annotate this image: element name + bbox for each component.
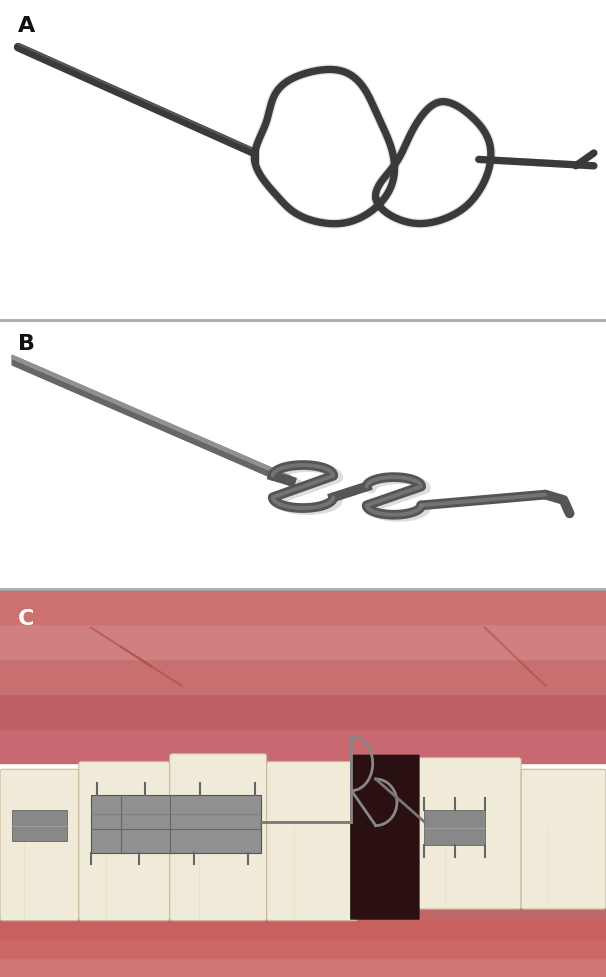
Polygon shape xyxy=(12,356,291,481)
Bar xyxy=(0,957,606,977)
FancyBboxPatch shape xyxy=(350,755,419,919)
Polygon shape xyxy=(12,356,291,487)
Text: B: B xyxy=(18,334,35,354)
Bar xyxy=(0,918,606,938)
Bar xyxy=(0,729,606,764)
Bar xyxy=(91,794,261,853)
FancyBboxPatch shape xyxy=(521,770,606,910)
FancyBboxPatch shape xyxy=(79,762,170,920)
Bar xyxy=(0,694,606,729)
FancyBboxPatch shape xyxy=(0,770,79,920)
Bar xyxy=(0,900,606,918)
Bar xyxy=(0,589,606,624)
FancyBboxPatch shape xyxy=(170,754,267,920)
FancyBboxPatch shape xyxy=(267,762,358,920)
Bar xyxy=(0,938,606,957)
Bar xyxy=(12,810,67,841)
Polygon shape xyxy=(21,360,300,490)
Bar xyxy=(424,810,485,845)
Bar xyxy=(0,658,606,694)
Text: C: C xyxy=(18,609,35,628)
Text: A: A xyxy=(18,16,35,36)
Bar xyxy=(0,624,606,658)
FancyBboxPatch shape xyxy=(412,758,521,910)
